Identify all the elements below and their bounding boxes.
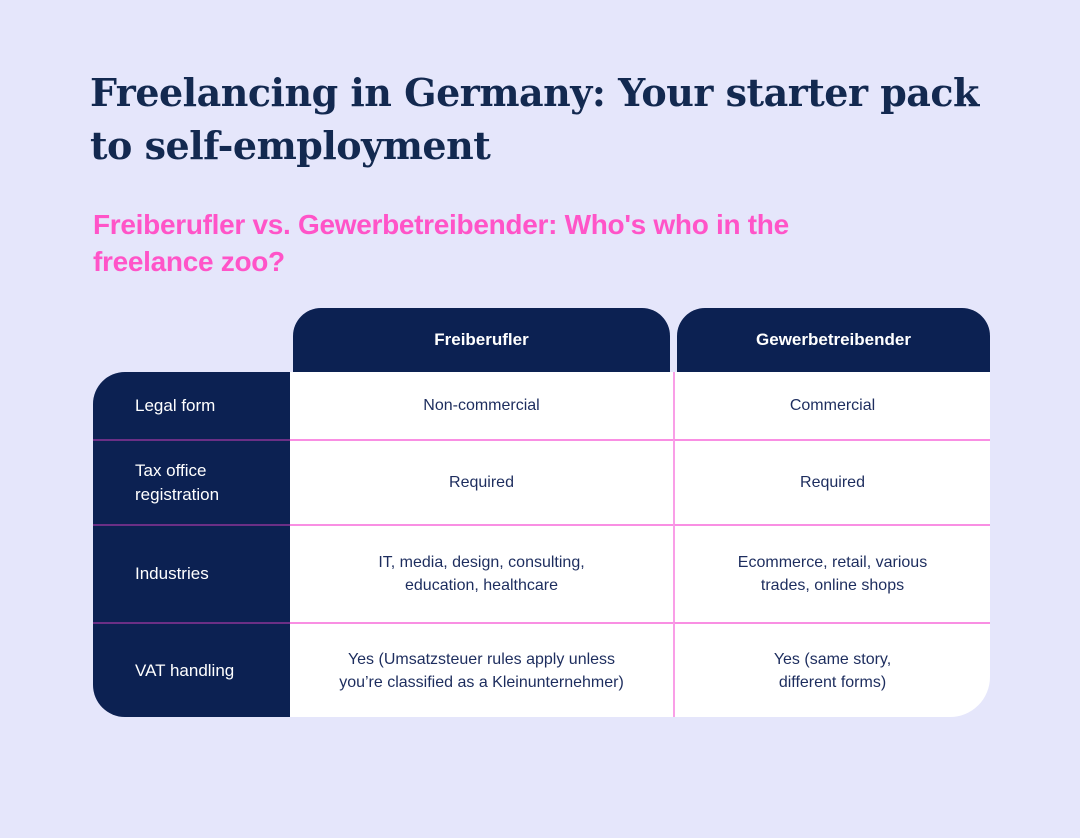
column-header-gewerbetreibender: Gewerbetreibender — [677, 308, 990, 372]
cell-freiberufler: Required — [290, 439, 673, 524]
cell-gewerbetreibender: Ecommerce, retail, various trades, onlin… — [673, 524, 990, 622]
table-row-legal-form: Legal form Non-commercial Commercial — [93, 372, 990, 439]
row-label: VAT handling — [93, 622, 290, 717]
table-row-vat-handling: VAT handling Yes (Umsatzsteuer rules app… — [93, 622, 990, 717]
row-label: Tax office registration — [93, 439, 290, 524]
section-heading: Freiberufler vs. Gewerbetreibender: Who'… — [93, 209, 789, 277]
table-row-industries: Industries IT, media, design, consulting… — [93, 524, 990, 622]
cell-gewerbetreibender: Commercial — [673, 372, 990, 439]
table-row-tax-office-registration: Tax office registration Required Require… — [93, 439, 990, 524]
row-label: Industries — [93, 524, 290, 622]
cell-gewerbetreibender: Yes (same story, different forms) — [673, 622, 990, 717]
page-title: Freelancing in Germany: Your starter pac… — [90, 70, 979, 168]
cell-freiberufler: IT, media, design, consulting, education… — [290, 524, 673, 622]
cell-freiberufler: Non-commercial — [290, 372, 673, 439]
row-label: Legal form — [93, 372, 290, 439]
cell-freiberufler: Yes (Umsatzsteuer rules apply unless you… — [290, 622, 673, 717]
column-header-freiberufler: Freiberufler — [293, 308, 670, 372]
comparison-table: Freiberufler Gewerbetreibender Legal for… — [93, 308, 990, 717]
cell-gewerbetreibender: Required — [673, 439, 990, 524]
table-header-row: Freiberufler Gewerbetreibender — [293, 308, 990, 372]
